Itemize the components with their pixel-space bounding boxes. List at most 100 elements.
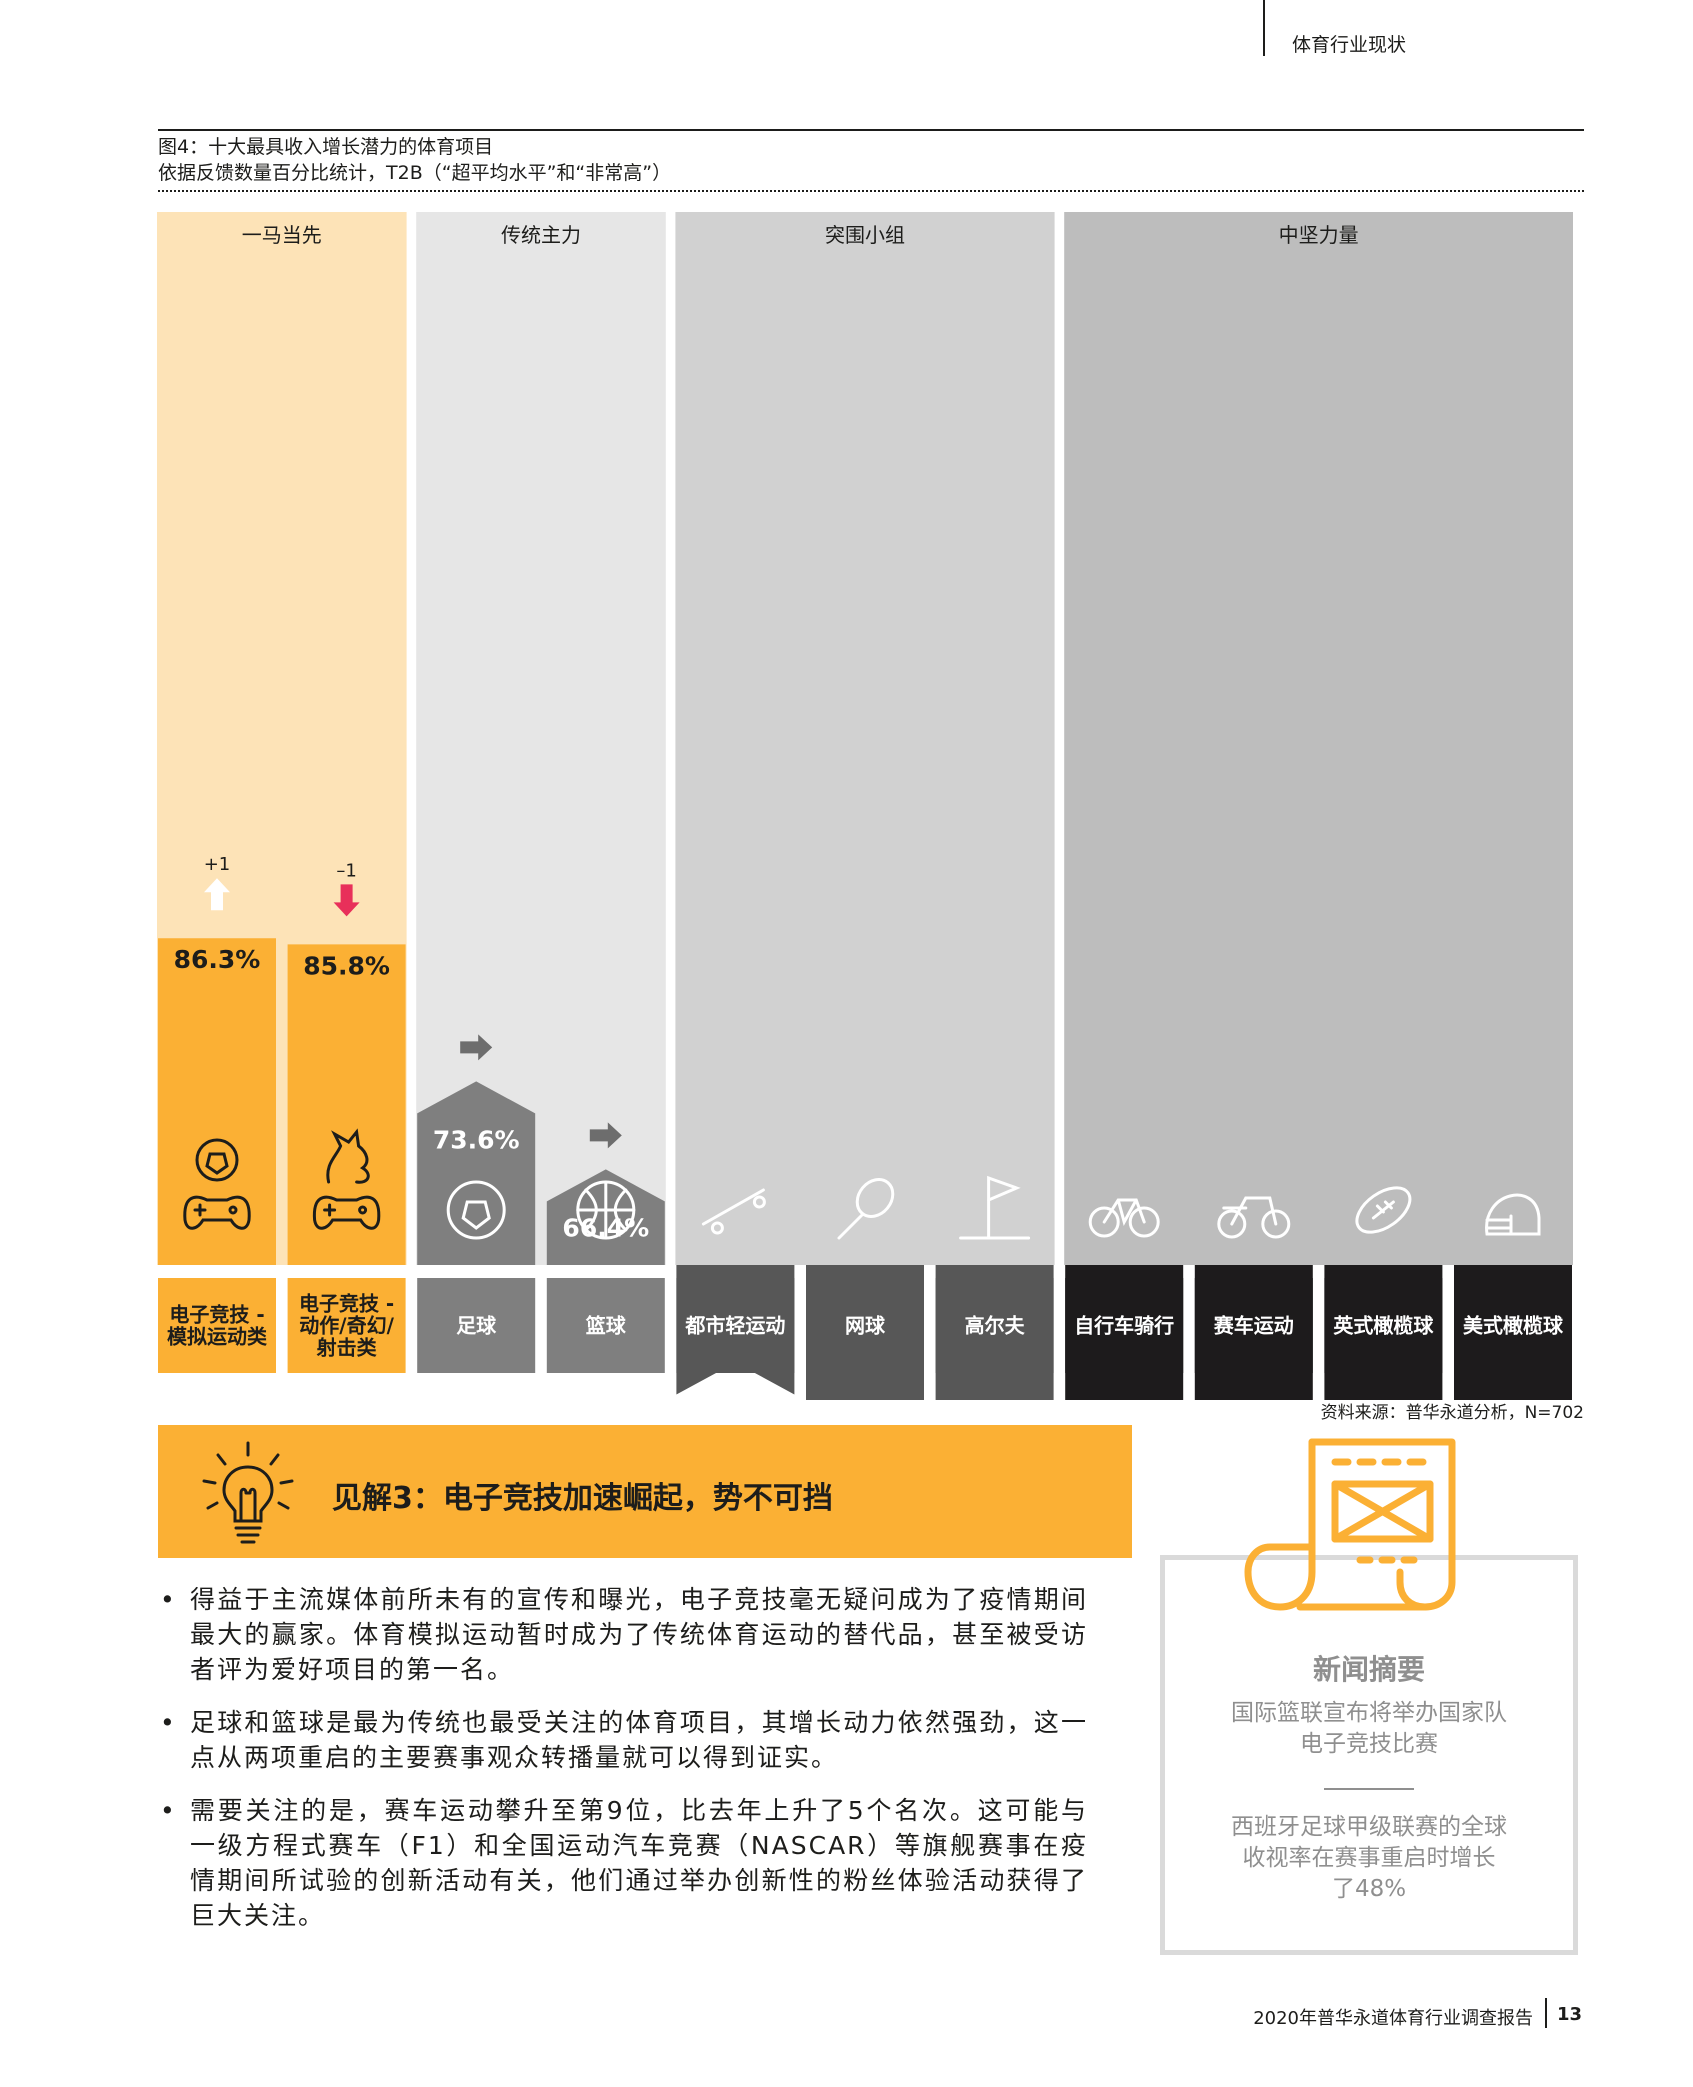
page-number: 13 [1557,2004,1583,2025]
ball-panel-icon [461,1200,491,1230]
wheel-icon [710,1221,724,1235]
category-label: 模拟运动类 [167,1325,267,1349]
rank-unchanged-arrow-icon [460,1034,493,1061]
chart-bar [935,1265,1054,1400]
bullet-dot: • [160,1585,177,1614]
list-item: • 足球和篮球是最为传统也最受关注的体育项目，其增长动力依然强劲，这一点从两项重启… [158,1705,1088,1775]
dragon-icon [326,1128,370,1184]
category-label-box [1194,1278,1313,1373]
category-label: 网球 [845,1314,886,1338]
list-item: • 得益于主流媒体前所未有的宣传和曝光，电子竞技毫无疑问成为了疫情期间最大的赢家。… [158,1582,1088,1687]
rank-unchanged-arrow-icon [719,1315,752,1342]
news-item-1: 国际篮联宣布将举办国家队 电子竞技比赛 [1180,1698,1558,1760]
category-label: 动作/奇幻/ [299,1314,394,1338]
category-label: 高尔夫 [965,1314,1026,1338]
gamepad-icon [183,1195,251,1230]
ball-seams [576,1180,636,1240]
chart-bar [158,938,276,1265]
newspaper-scroll-icon [1244,1438,1456,1611]
chart-bar [806,1265,924,1400]
bar-value-label: 85.8% [303,951,390,980]
category-label-box [417,1278,536,1373]
figure-subtitle: 依据反馈数量百分比统计，T2B（“超平均水平”和“非常高”） [158,162,672,184]
ball-panel-icon [205,1152,229,1175]
footer-divider [1545,1998,1547,2028]
category-label-box [158,1278,276,1373]
ball-outline [576,1180,636,1240]
rank-up-arrow-icon [204,878,230,911]
basketball-icon [576,1180,636,1240]
tennis-racket-icon [837,1178,895,1240]
category-label: 美式橄榄球 [1463,1314,1564,1338]
wheel-icon [1217,1209,1247,1239]
soccer-ball-icon [195,1138,239,1182]
footer-report-title: 2020年普华永道体育行业调查报告 [1253,2008,1533,2029]
wheel-icon [1261,1209,1291,1239]
category-label: 都市轻运动 [684,1314,785,1338]
category-label-box [1065,1278,1184,1373]
category-label-box [287,1278,406,1373]
ball-laces [1371,1200,1395,1220]
soccer-ball-gamepad-icon [183,1138,251,1230]
figure-title: 图4：十大最具收入增长潜力的体育项目 [158,136,494,158]
chart-group-background [1064,212,1573,1265]
rugby-ball-icon [1355,1186,1412,1234]
racket-head [855,1178,895,1218]
bar-value-label: 86.3% [174,945,261,974]
category-label: 足球 [456,1314,497,1338]
racket-handle [837,1212,865,1240]
chart-group-label: 中坚力量 [1279,223,1359,247]
figure-source: 资料来源：普华永道分析，N=702 [1320,1403,1584,1423]
category-label: 电子竞技 - [299,1292,394,1316]
category-label-box [1324,1278,1443,1373]
bullet-text: 得益于主流媒体前所未有的宣传和曝光，电子竞技毫无疑问成为了疫情期间最大的赢家。体… [190,1585,1088,1684]
dpad-icon [193,1203,207,1217]
bike-frame [1102,1198,1146,1226]
category-label-box [546,1278,665,1373]
board-deck [701,1188,765,1226]
news-line: 国际篮联宣布将举办国家队 [1231,1700,1507,1726]
golf-flag-icon [959,1175,1031,1240]
chart-group-background [675,212,1055,1265]
chart-group-background [157,212,407,1265]
chart-group-label: 突围小组 [825,223,905,247]
bicycle-icon [1088,1198,1160,1238]
button-icon [358,1205,368,1215]
category-label: 电子竞技 - [169,1303,264,1327]
moto-body [1222,1196,1278,1226]
bullet-text: 足球和篮球是最为传统也最受关注的体育项目，其增长动力依然强劲，这一点从两项重启的… [190,1708,1088,1772]
wheel-icon [1088,1206,1120,1238]
news-summary-title: 新闻摘要 [1312,1653,1425,1686]
chart-bar [546,1169,665,1265]
figure-top-rule [158,129,1584,131]
dpad-icon [323,1203,337,1217]
figure-dotted-rule [158,190,1584,192]
wheel-icon [1128,1206,1160,1238]
news-line: 收视率在赛事重启时增长 [1242,1845,1496,1871]
helmet-shell [1485,1193,1541,1236]
wheel-icon [752,1195,766,1209]
category-label: 英式橄榄球 [1333,1314,1434,1338]
category-label-box [676,1278,795,1373]
chart-group-label: 传统主力 [501,223,581,247]
rank-unchanged-arrow-icon [589,1122,622,1149]
face-mask [1485,1214,1513,1236]
news-line: 西班牙足球甲级联赛的全球 [1231,1814,1507,1840]
category-label: 篮球 [585,1314,627,1338]
insight-banner [158,1425,1132,1558]
category-label-box [806,1278,924,1373]
dragon-gamepad-icon [312,1128,381,1230]
chart-bar [676,1265,795,1395]
chart-bar [287,944,406,1265]
news-line: 电子竞技比赛 [1300,1731,1438,1757]
rank-change-label: +1 [204,854,231,875]
category-label: 自行车骑行 [1074,1314,1174,1338]
chart-bar [1065,1265,1184,1400]
insight-bullet-list: • 得益于主流媒体前所未有的宣传和曝光，电子竞技毫无疑问成为了疫情期间最大的赢家。… [158,1582,1088,1951]
chart-bar [1194,1265,1313,1400]
section-title: 体育行业现状 [1292,34,1407,56]
news-line: 了48% [1331,1876,1407,1902]
category-label: 赛车运动 [1213,1314,1294,1338]
chart-bar [1454,1265,1572,1400]
